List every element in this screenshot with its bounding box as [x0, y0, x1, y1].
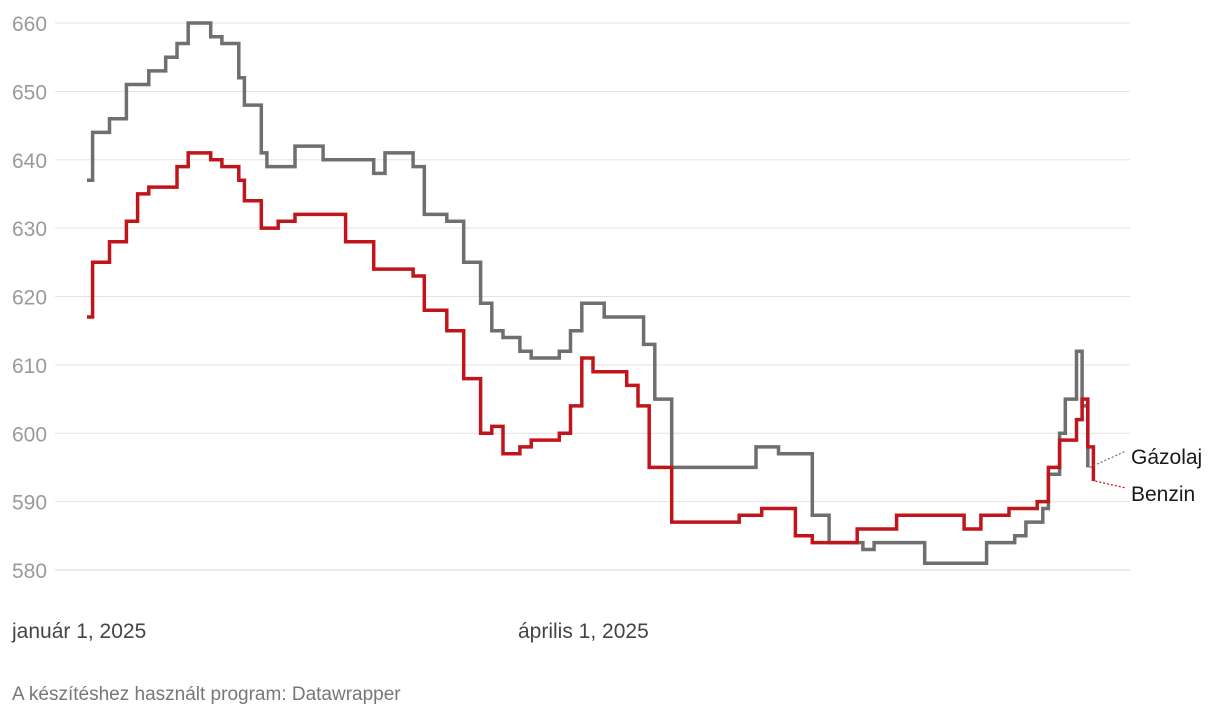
series-line-0 [87, 21, 1090, 565]
y-tick-label-590: 590 [12, 492, 47, 515]
series-label-0: Gázolaj [1131, 446, 1202, 469]
series-connector-1 [1095, 480, 1127, 489]
series-labels: Gázolaj Benzin [1089, 446, 1202, 506]
series-connector-0 [1089, 450, 1127, 468]
y-tick-label-620: 620 [12, 287, 47, 310]
x-tick-label-1: április 1, 2025 [518, 620, 649, 643]
series-line-1 [87, 151, 1096, 545]
x-tick-label-0: január 1, 2025 [11, 620, 146, 643]
y-tick-label-650: 650 [12, 81, 47, 104]
y-tick-label-660: 660 [12, 13, 47, 36]
y-tick-label-600: 600 [12, 423, 47, 446]
y-tick-label-630: 630 [12, 218, 47, 241]
y-axis-ticks: 580 590 600 610 620 630 640 650 660 [12, 13, 47, 583]
credit-footer: A készítéshez használt program: Datawrap… [12, 684, 401, 705]
y-tick-label-640: 640 [12, 150, 47, 173]
series-label-1: Benzin [1131, 483, 1195, 506]
gridlines [55, 22, 1130, 571]
y-tick-label-580: 580 [12, 560, 47, 583]
series-lines [87, 21, 1096, 565]
x-axis-ticks: január 1, 2025 április 1, 2025 [11, 620, 649, 643]
y-tick-label-610: 610 [12, 355, 47, 378]
